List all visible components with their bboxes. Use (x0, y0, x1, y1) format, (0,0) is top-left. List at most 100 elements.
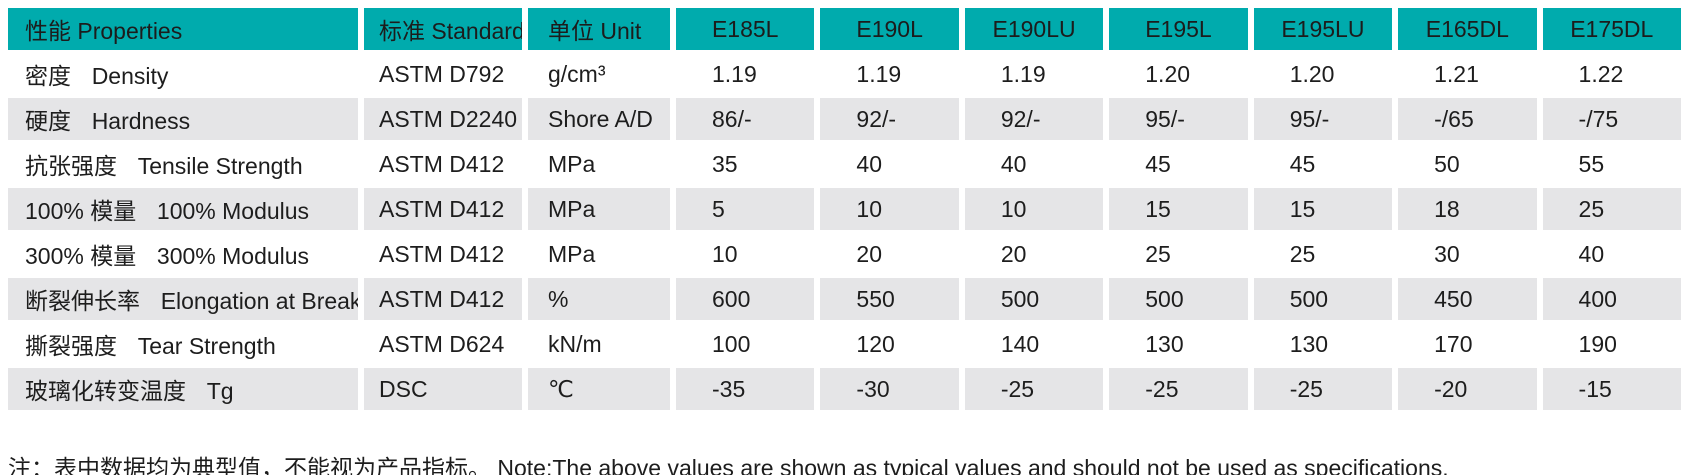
value-cell: -25 (964, 368, 1104, 410)
value-cell: 10 (676, 233, 815, 275)
table-row: 断裂伸长率 Elongation at Break ASTM D412 % 600… (8, 278, 1681, 320)
property-cn: 硬度 (25, 108, 71, 134)
unit-cell: MPa (528, 233, 670, 275)
property-en: Tg (206, 378, 234, 404)
value-cell: 35 (676, 143, 815, 185)
value-cell: 25 (1253, 233, 1393, 275)
property-en: Hardness (91, 108, 191, 134)
value-cell: 50 (1398, 143, 1537, 185)
value-cell: 170 (1398, 323, 1537, 365)
value-cell: 40 (1542, 233, 1681, 275)
table-row: 300% 模量 300% Modulus ASTM D412 MPa 10 20 20… (8, 233, 1681, 275)
col-header-grade: E165DL (1398, 8, 1537, 50)
value-cell: 30 (1398, 233, 1537, 275)
value-cell: 40 (964, 143, 1104, 185)
value-cell: -30 (820, 368, 959, 410)
col-header-grade: E190L (820, 8, 959, 50)
value-cell: 92/- (964, 98, 1104, 140)
value-cell: 45 (1109, 143, 1248, 185)
property-cell: 密度 Density (8, 53, 358, 95)
value-cell: 10 (820, 188, 959, 230)
standard-cell: ASTM D412 (364, 278, 522, 320)
property-cell: 100% 模量 100% Modulus (8, 188, 358, 230)
table-row: 硬度 Hardness ASTM D2240 Shore A/D 86/- 92/-… (8, 98, 1681, 140)
property-cn: 抗张强度 (25, 153, 117, 179)
table-row: 抗张强度 Tensile Strength ASTM D412 MPa 35 40 4… (8, 143, 1681, 185)
property-cn: 玻璃化转变温度 (25, 378, 186, 404)
col-header-unit: 单位 Unit (528, 8, 670, 50)
value-cell: -/75 (1542, 98, 1681, 140)
property-en: 100% Modulus (156, 198, 310, 224)
value-cell: 10 (964, 188, 1104, 230)
property-cell: 断裂伸长率 Elongation at Break (8, 278, 358, 320)
property-cell: 抗张强度 Tensile Strength (8, 143, 358, 185)
property-en: Density (91, 63, 169, 89)
property-cell: 硬度 Hardness (8, 98, 358, 140)
standard-cell: ASTM D624 (364, 323, 522, 365)
col-header-grade: E195LU (1253, 8, 1393, 50)
footnote: 注：表中数据均为典型值，不能视为产品指标。 Note:The above val… (8, 455, 1449, 475)
col-header-standard: 标准 Standard (364, 8, 522, 50)
value-cell: 1.19 (964, 53, 1104, 95)
value-cell: 500 (964, 278, 1104, 320)
value-cell: 86/- (676, 98, 815, 140)
standard-cell: ASTM D2240 (364, 98, 522, 140)
value-cell: 1.20 (1109, 53, 1248, 95)
value-cell: -/65 (1398, 98, 1537, 140)
value-cell: 1.20 (1253, 53, 1393, 95)
table-row: 玻璃化转变温度 Tg DSC ℃ -35 -30 -25 -25 -25 -20 -15 (8, 368, 1681, 410)
properties-table: 性能 Properties 标准 Standard 单位 Unit E185L E… (2, 5, 1687, 413)
unit-cell: kN/m (528, 323, 670, 365)
value-cell: 55 (1542, 143, 1681, 185)
property-en: Tensile Strength (137, 153, 303, 179)
col-header-properties-cn: 性能 (25, 18, 71, 44)
value-cell: 1.19 (820, 53, 959, 95)
value-cell: 450 (1398, 278, 1537, 320)
property-cell: 300% 模量 300% Modulus (8, 233, 358, 275)
value-cell: 140 (964, 323, 1104, 365)
standard-cell: ASTM D412 (364, 233, 522, 275)
standard-cell: DSC (364, 368, 522, 410)
value-cell: 25 (1542, 188, 1681, 230)
unit-cell: ℃ (528, 368, 670, 410)
value-cell: -20 (1398, 368, 1537, 410)
value-cell: 20 (820, 233, 959, 275)
value-cell: 95/- (1253, 98, 1393, 140)
value-cell: 100 (676, 323, 815, 365)
value-cell: 130 (1109, 323, 1248, 365)
unit-cell: % (528, 278, 670, 320)
property-cn: 撕裂强度 (25, 333, 117, 359)
value-cell: -25 (1253, 368, 1393, 410)
value-cell: 92/- (820, 98, 959, 140)
col-header-properties: 性能 Properties (8, 8, 358, 50)
value-cell: 550 (820, 278, 959, 320)
value-cell: 1.19 (676, 53, 815, 95)
value-cell: -15 (1542, 368, 1681, 410)
value-cell: 25 (1109, 233, 1248, 275)
value-cell: 40 (820, 143, 959, 185)
header-row: 性能 Properties 标准 Standard 单位 Unit E185L E… (8, 8, 1681, 50)
value-cell: 190 (1542, 323, 1681, 365)
col-header-grade: E175DL (1542, 8, 1681, 50)
unit-cell: MPa (528, 188, 670, 230)
value-cell: 5 (676, 188, 815, 230)
unit-cell: MPa (528, 143, 670, 185)
col-header-standard-cn: 标准 (379, 18, 425, 44)
property-cn: 100% 模量 (25, 198, 137, 224)
col-header-grade: E185L (676, 8, 815, 50)
col-header-grade: E190LU (964, 8, 1104, 50)
table-row: 密度 Density ASTM D792 g/cm³ 1.19 1.19 1.19 1.… (8, 53, 1681, 95)
value-cell: 18 (1398, 188, 1537, 230)
property-cell: 撕裂强度 Tear Strength (8, 323, 358, 365)
property-en: 300% Modulus (156, 243, 310, 269)
value-cell: 500 (1253, 278, 1393, 320)
value-cell: 1.21 (1398, 53, 1537, 95)
property-cell: 玻璃化转变温度 Tg (8, 368, 358, 410)
table-row: 100% 模量 100% Modulus ASTM D412 MPa 5 10 10 1… (8, 188, 1681, 230)
value-cell: 20 (964, 233, 1104, 275)
table-body: 密度 Density ASTM D792 g/cm³ 1.19 1.19 1.19 1.… (8, 53, 1681, 410)
unit-cell: g/cm³ (528, 53, 670, 95)
unit-cell: Shore A/D (528, 98, 670, 140)
standard-cell: ASTM D412 (364, 188, 522, 230)
property-cn: 密度 (25, 63, 71, 89)
